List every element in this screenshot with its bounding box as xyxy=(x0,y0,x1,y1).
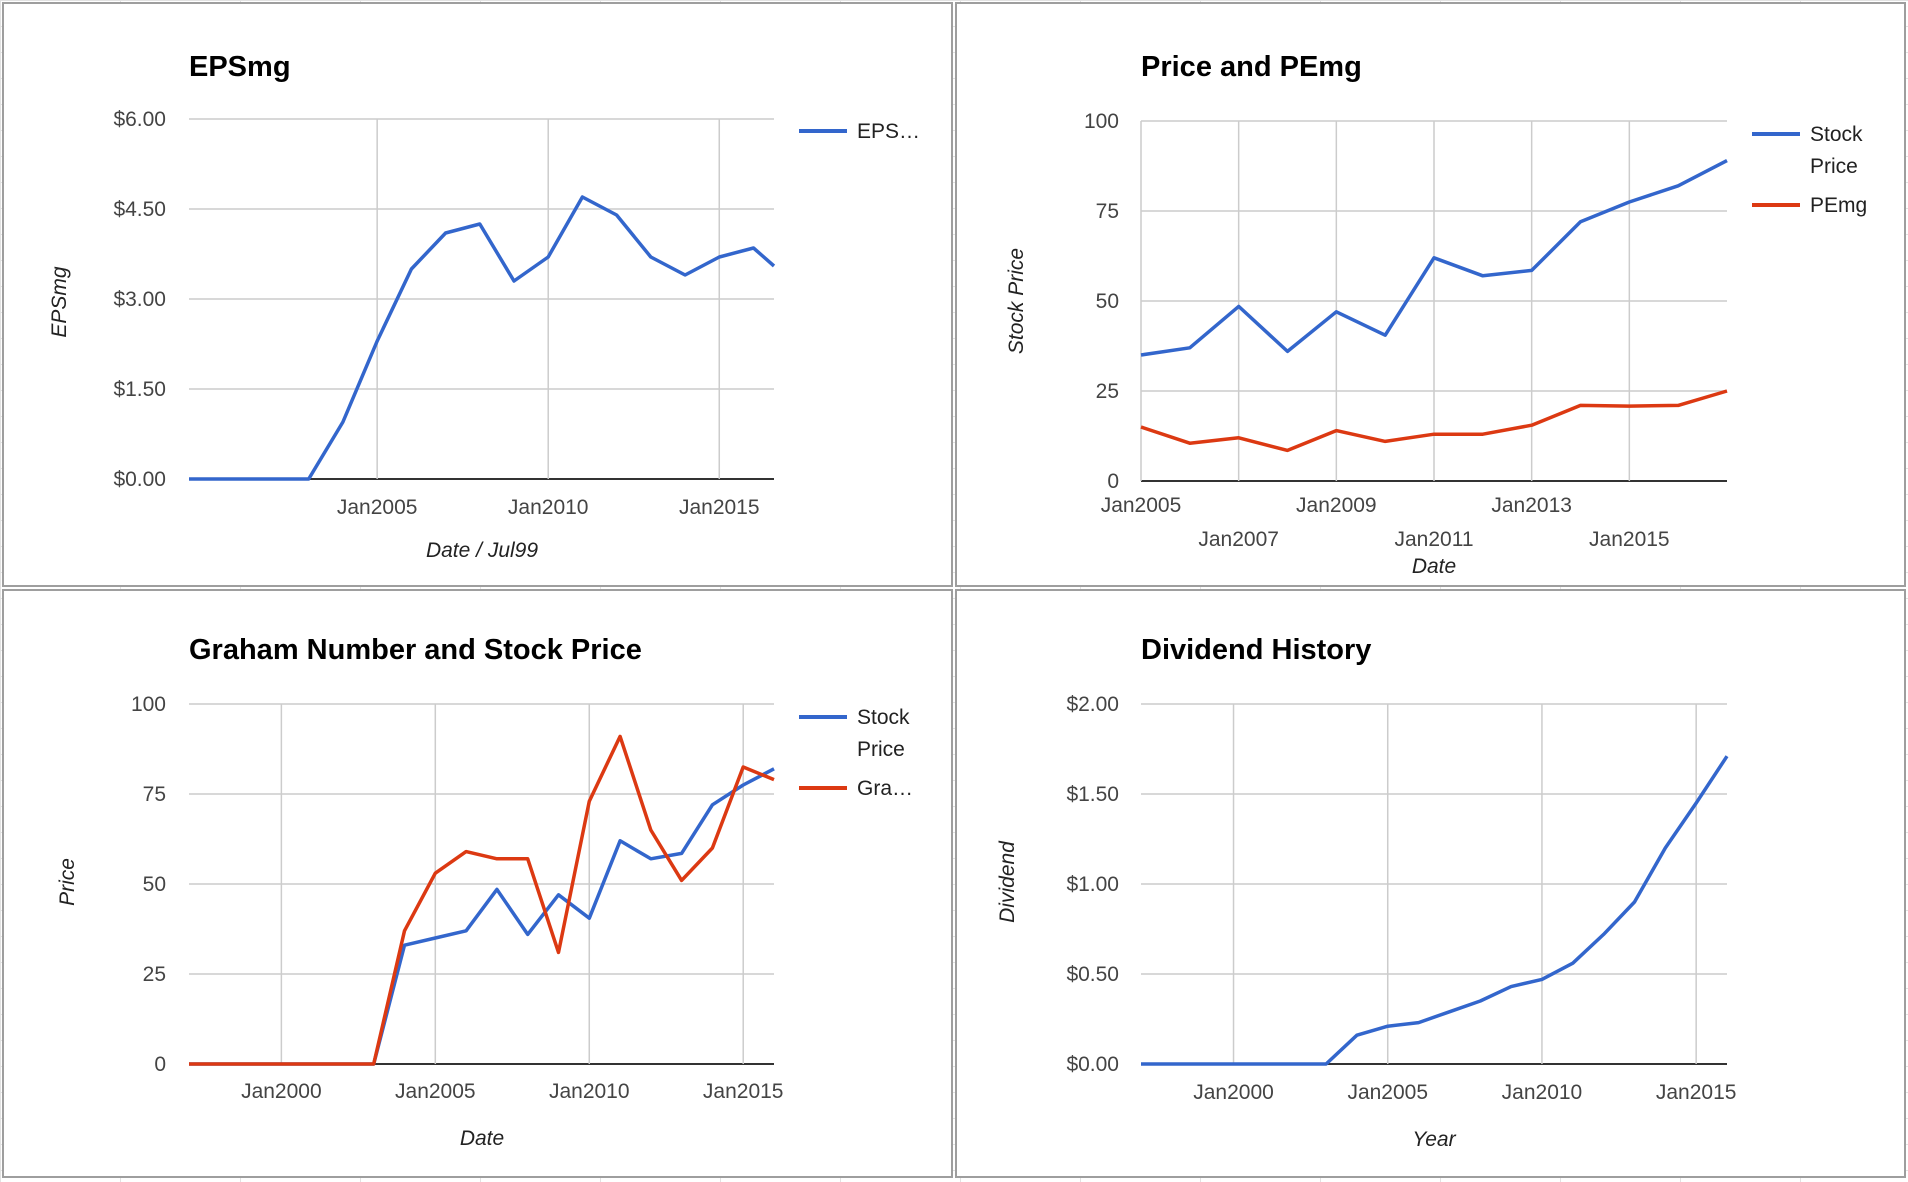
y-tick-label: 75 xyxy=(1096,200,1119,223)
x-tick-label: Jan2010 xyxy=(1502,1081,1583,1104)
y-tick-label: $4.50 xyxy=(113,198,166,221)
y-tick-label: 25 xyxy=(143,963,166,986)
x-tick-label: Jan2007 xyxy=(1198,528,1279,551)
series-line xyxy=(189,767,775,1066)
series-line xyxy=(1140,389,1728,453)
x-tick-label: Jan2015 xyxy=(1656,1081,1737,1104)
x-tick-label: Jan2015 xyxy=(703,1080,784,1103)
x-axis-label: Date xyxy=(1412,555,1456,578)
y-tick-label: $3.00 xyxy=(113,288,166,311)
series-line xyxy=(189,195,776,481)
y-axis-label: Stock Price xyxy=(1005,248,1028,354)
epsmg-chart: EPSmg $0.00 $1.50 $3.00 $4.50 $6.00 Jan2005 Ja… xyxy=(48,51,920,562)
x-tick-label: Jan2013 xyxy=(1491,494,1572,517)
y-tick-label: $0.50 xyxy=(1066,963,1119,986)
x-axis-label: Date / Jul99 xyxy=(426,539,538,562)
chart-panel-epsmg: EPSmg $0.00 $1.50 $3.00 $4.50 $6.00 Jan2005 Ja… xyxy=(2,2,953,587)
y-tick-label: $1.50 xyxy=(1066,783,1119,806)
x-axis-label: Date xyxy=(460,1127,504,1150)
chart-title: Dividend History xyxy=(1141,634,1371,666)
legend-label: EPS… xyxy=(857,120,920,143)
series-line xyxy=(1141,755,1729,1066)
x-tick-label: Jan2000 xyxy=(1193,1081,1274,1104)
y-tick-label: $2.00 xyxy=(1066,693,1119,716)
y-tick-label: 100 xyxy=(131,693,166,716)
dividend-history-chart: Dividend History $0.00 $0.50 $1.00 $1.50 $2.… xyxy=(996,634,1737,1151)
y-tick-label: $0.00 xyxy=(1066,1053,1119,1076)
y-axis-label: Price xyxy=(56,858,79,906)
series-line xyxy=(189,734,775,1066)
y-tick-label: 100 xyxy=(1084,110,1119,133)
legend-label: Gra… xyxy=(857,777,913,800)
y-axis-label: EPSmg xyxy=(48,266,71,338)
x-tick-label: Jan2005 xyxy=(1101,494,1182,517)
y-tick-label: 50 xyxy=(143,873,166,896)
y-tick-label: $6.00 xyxy=(113,108,166,131)
graham-number-chart: Graham Number and Stock Price 0 25 50 75 100… xyxy=(56,634,913,1150)
legend-label: PEmg xyxy=(1810,194,1867,217)
y-tick-label: $1.50 xyxy=(113,378,166,401)
y-tick-label: 0 xyxy=(154,1053,166,1076)
chart-panel-price-and-pemg: Price and PEmg 0 25 50 75 100 Jan2005 Jan2007 J… xyxy=(955,2,1906,587)
chart-title: Graham Number and Stock Price xyxy=(189,634,642,666)
legend-label: Stock Price xyxy=(1810,123,1863,178)
x-tick-label: Jan2011 xyxy=(1394,528,1473,551)
x-axis-label: Year xyxy=(1412,1128,1456,1151)
y-tick-label: 0 xyxy=(1107,470,1119,493)
x-tick-label: Jan2005 xyxy=(337,496,418,519)
x-tick-label: Jan2015 xyxy=(1589,528,1670,551)
chart-title: Price and PEmg xyxy=(1141,51,1362,83)
x-tick-label: Jan2000 xyxy=(241,1080,322,1103)
y-tick-label: $1.00 xyxy=(1066,873,1119,896)
x-tick-label: Jan2005 xyxy=(1347,1081,1428,1104)
chart-title: EPSmg xyxy=(189,51,291,83)
price-pemg-chart: Price and PEmg 0 25 50 75 100 Jan2005 Jan2007 J… xyxy=(1005,51,1867,578)
x-tick-label: Jan2015 xyxy=(679,496,760,519)
chart-panel-graham-number: Graham Number and Stock Price 0 25 50 75 100… xyxy=(2,589,953,1178)
y-tick-label: 50 xyxy=(1096,290,1119,313)
series-line xyxy=(1140,159,1728,357)
x-tick-label: Jan2009 xyxy=(1296,494,1377,517)
legend-label: Stock Price xyxy=(857,706,910,761)
y-tick-label: $0.00 xyxy=(113,468,166,491)
y-axis-label: Dividend xyxy=(996,840,1019,923)
chart-panel-dividend-history: Dividend History $0.00 $0.50 $1.00 $1.50 $2.… xyxy=(955,589,1906,1178)
x-tick-label: Jan2005 xyxy=(395,1080,476,1103)
y-tick-label: 25 xyxy=(1096,380,1119,403)
x-tick-label: Jan2010 xyxy=(508,496,589,519)
x-tick-label: Jan2010 xyxy=(549,1080,630,1103)
y-tick-label: 75 xyxy=(143,783,166,806)
